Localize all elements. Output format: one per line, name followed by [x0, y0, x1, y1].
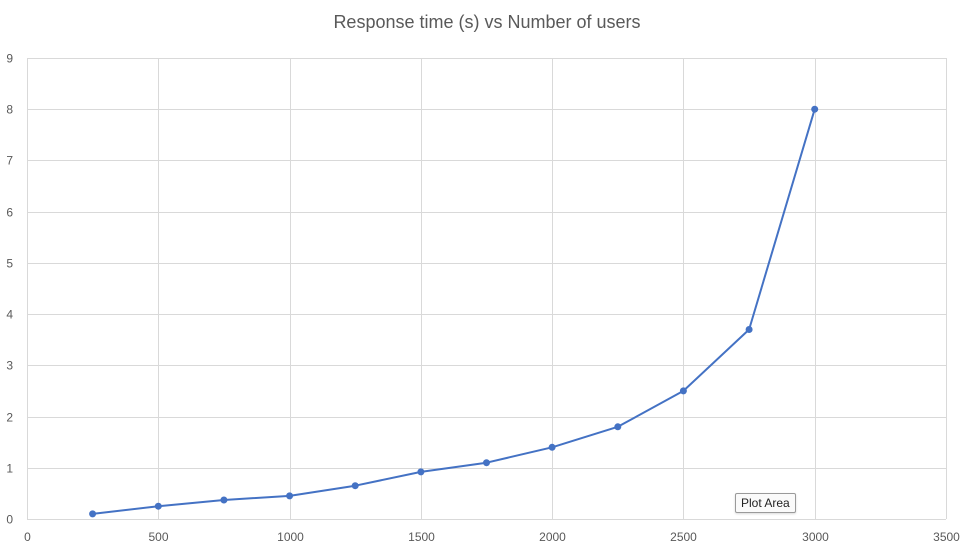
y-tick-label: 2	[6, 411, 13, 425]
data-point[interactable]	[351, 482, 359, 490]
y-tick-label: 7	[6, 154, 13, 168]
x-tick-label: 1500	[408, 530, 435, 544]
data-point[interactable]	[745, 326, 753, 333]
data-point[interactable]	[548, 443, 556, 451]
series-line	[92, 108, 816, 515]
chart-title: Response time (s) vs Number of users	[333, 12, 641, 32]
data-point[interactable]	[220, 496, 228, 504]
y-tick-label: 6	[6, 206, 13, 220]
y-tick-label: 3	[6, 359, 13, 373]
data-point[interactable]	[614, 423, 622, 431]
y-tick-label: 8	[6, 103, 13, 117]
y-tick-label: 1	[6, 462, 13, 476]
x-tick-label: 2000	[539, 530, 566, 544]
data-point[interactable]	[286, 492, 294, 500]
x-tick-label: 3500	[933, 530, 960, 544]
x-tick-label: 500	[148, 530, 168, 544]
y-tick-label: 9	[6, 52, 13, 66]
y-tick-label: 4	[6, 308, 13, 322]
x-tick-label: 1000	[277, 530, 304, 544]
y-tick-label: 5	[6, 257, 13, 271]
x-tick-label: 2500	[670, 530, 697, 544]
data-point[interactable]	[154, 502, 162, 510]
x-tick-label: 3000	[802, 530, 829, 544]
x-tick-label: 0	[24, 530, 31, 544]
data-point[interactable]	[811, 105, 819, 113]
data-point[interactable]	[417, 468, 425, 476]
data-point[interactable]	[89, 510, 97, 518]
data-point[interactable]	[483, 459, 490, 467]
data-point[interactable]	[679, 387, 687, 395]
y-tick-label: 0	[6, 513, 13, 527]
plot-area-tooltip: Plot Area	[735, 493, 796, 513]
